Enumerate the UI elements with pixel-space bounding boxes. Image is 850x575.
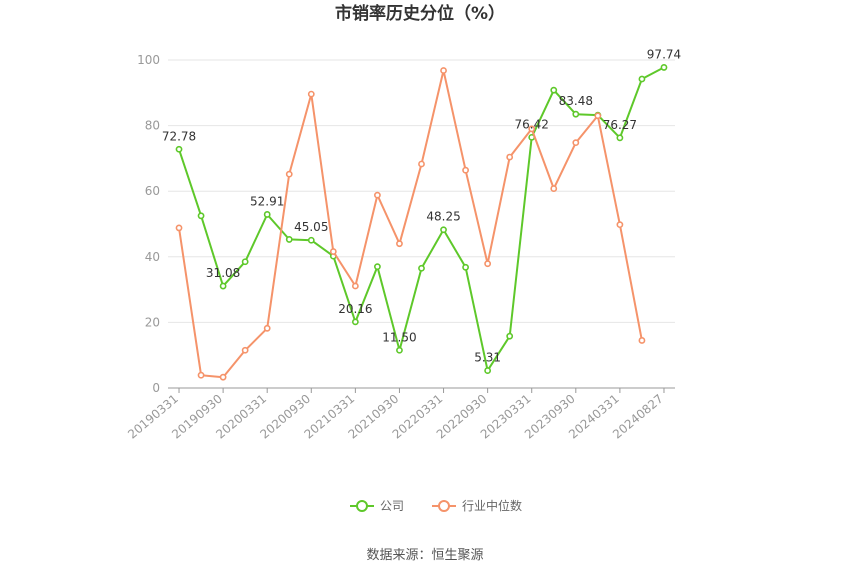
data-point[interactable] xyxy=(440,67,447,74)
data-labels: 72.78 31.08 52.91 45.05 20.16 11.50 48.25 5.31 7… xyxy=(162,47,681,364)
y-axis: 0 20 40 60 80 100 xyxy=(137,53,160,395)
data-point[interactable] xyxy=(263,324,271,332)
data-point[interactable] xyxy=(374,191,381,199)
data-point[interactable] xyxy=(506,153,514,161)
data-label: 76.27 xyxy=(603,118,637,132)
data-point[interactable] xyxy=(660,64,668,71)
y-tick-label: 40 xyxy=(145,250,160,264)
data-point[interactable] xyxy=(219,373,227,381)
y-tick-label: 100 xyxy=(137,53,160,67)
y-tick-label: 20 xyxy=(145,315,160,329)
legend-label: 公司 xyxy=(380,499,404,513)
legend-label: 行业中位数 xyxy=(462,498,522,513)
data-point[interactable] xyxy=(396,346,403,354)
legend[interactable]: 公司 行业中位数 xyxy=(350,498,522,513)
data-point[interactable] xyxy=(550,86,558,94)
data-label: 5.31 xyxy=(474,351,501,365)
data-point[interactable] xyxy=(307,236,315,244)
series-line-1 xyxy=(178,69,643,379)
data-point[interactable] xyxy=(263,211,271,218)
data-point[interactable] xyxy=(638,75,646,83)
data-point[interactable] xyxy=(528,125,536,133)
data-point[interactable] xyxy=(351,282,359,290)
data-label: 31.08 xyxy=(206,266,240,280)
data-point[interactable] xyxy=(550,185,558,192)
data-point[interactable] xyxy=(197,212,205,220)
y-tick-label: 80 xyxy=(145,119,160,133)
data-label: 48.25 xyxy=(426,210,460,224)
data-point[interactable] xyxy=(484,367,492,374)
grid-lines xyxy=(168,59,675,323)
chart-title: 市销率历史分位（%） xyxy=(335,3,505,24)
data-point[interactable] xyxy=(462,263,469,271)
data-point[interactable] xyxy=(572,110,580,118)
data-point[interactable] xyxy=(175,145,183,153)
data-point[interactable] xyxy=(594,112,602,120)
data-point[interactable] xyxy=(241,346,249,354)
data-point[interactable] xyxy=(329,248,337,255)
plot-area xyxy=(175,64,668,381)
data-label: 20.16 xyxy=(338,302,372,316)
x-axis: 2019033120190930202003312020093020210331… xyxy=(125,387,675,442)
data-point[interactable] xyxy=(175,224,183,232)
data-point[interactable] xyxy=(638,337,646,344)
data-point[interactable] xyxy=(572,139,580,147)
data-point[interactable] xyxy=(418,160,425,168)
legend-marker xyxy=(356,500,368,512)
y-tick-label: 60 xyxy=(145,184,160,198)
data-label: 72.78 xyxy=(162,129,196,143)
data-point[interactable] xyxy=(351,318,359,326)
data-point[interactable] xyxy=(241,258,249,266)
data-label: 45.05 xyxy=(294,220,328,234)
data-point[interactable] xyxy=(440,226,447,234)
data-label: 97.74 xyxy=(647,47,681,61)
data-point[interactable] xyxy=(197,371,205,379)
data-point[interactable] xyxy=(418,264,425,272)
legend-item-1[interactable]: 行业中位数 xyxy=(432,498,522,513)
y-tick-label: 0 xyxy=(152,381,160,395)
data-point[interactable] xyxy=(616,221,624,229)
data-label: 11.50 xyxy=(382,330,416,344)
data-point[interactable] xyxy=(506,332,514,340)
data-point[interactable] xyxy=(307,90,315,98)
data-point[interactable] xyxy=(285,170,293,178)
data-point[interactable] xyxy=(396,240,403,248)
legend-item-0[interactable]: 公司 xyxy=(350,499,404,513)
data-point[interactable] xyxy=(616,134,624,142)
data-label: 76.42 xyxy=(515,117,549,131)
data-point[interactable] xyxy=(374,263,381,271)
data-label: 83.48 xyxy=(559,94,593,108)
legend-marker xyxy=(438,500,450,512)
data-point[interactable] xyxy=(219,282,227,290)
data-label: 52.91 xyxy=(250,194,284,208)
series-line-0 xyxy=(178,66,665,372)
data-point[interactable] xyxy=(462,166,469,174)
data-source: 数据来源：恒生聚源 xyxy=(366,548,483,563)
data-point[interactable] xyxy=(484,260,492,268)
data-point[interactable] xyxy=(285,236,293,243)
